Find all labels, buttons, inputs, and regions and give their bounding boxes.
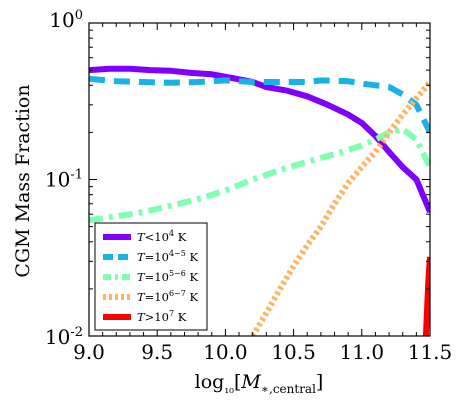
series-line-2 <box>89 75 430 134</box>
series-line-5 <box>422 256 430 336</box>
legend-label-3: T=105−6 K <box>137 269 198 284</box>
ticks-layer: 9.0 9.5 10.0 10.5 11.0 11.5 100 10-1 10-2 <box>45 8 452 364</box>
series-line-4 <box>250 80 430 336</box>
x-tick-label: 10.0 <box>203 340 248 364</box>
y-tick-label: 10-2 <box>45 325 83 349</box>
y-tick-label: 100 <box>49 8 83 32</box>
y-tick-label: 10-1 <box>45 168 83 192</box>
x-tick-label: 9.5 <box>141 340 173 364</box>
y-axis-title: CGM Mass Fraction <box>12 84 34 277</box>
x-tick-label: 11.0 <box>340 340 385 364</box>
x-axis-title: log₁₀[M∗,central] <box>195 371 324 396</box>
legend-label-1: T<104 K <box>137 229 187 244</box>
legend-label-4: T=106−7 K <box>137 289 198 304</box>
legend-label-2: T=104−5 K <box>137 249 198 264</box>
x-tick-label: 9.0 <box>73 340 105 364</box>
legend-box <box>94 222 208 331</box>
series-line-3 <box>89 126 430 224</box>
series-line-1 <box>89 65 430 214</box>
legend: T<104 K T=104−5 K T=105−6 K T=106−7 K T>107 … <box>94 222 208 331</box>
x-tick-label: 10.5 <box>271 340 316 364</box>
x-tick-label: 11.5 <box>408 340 453 364</box>
legend-label-5: T>107 K <box>137 309 187 324</box>
series-layer <box>89 65 430 336</box>
